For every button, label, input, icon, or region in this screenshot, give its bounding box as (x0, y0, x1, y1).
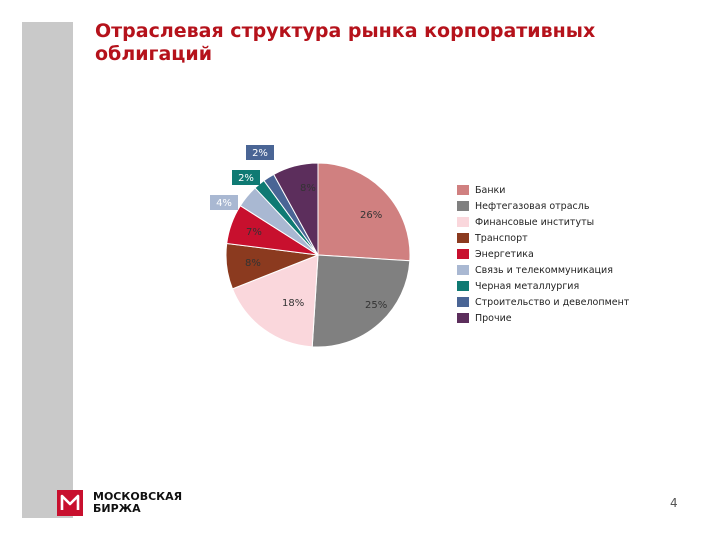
legend-label-7: Черная металлургия (475, 280, 580, 292)
legend-label-2: Нефтегазовая отрасль (475, 200, 590, 212)
pie-slices (225, 162, 411, 348)
legend-swatch-9 (457, 313, 469, 323)
moex-logo-icon (57, 490, 83, 516)
legend-item-2: Нефтегазовая отрасль (457, 198, 707, 214)
pie-label-6: 4% (216, 198, 232, 209)
pie-label-4: 8% (245, 258, 261, 269)
logo-line-2: БИРЖА (93, 502, 141, 515)
pie-labels: 26% 25% 18% 8% 7% 4% 2% 2% 8% (210, 145, 387, 311)
moex-logo-text: МОСКОВСКАЯ БИРЖА (93, 491, 182, 515)
logo-line-1: МОСКОВСКАЯ (93, 490, 183, 503)
legend-swatch-8 (457, 297, 469, 307)
legend-label-1: Банки (475, 184, 506, 196)
pie-label-1: 26% (360, 210, 382, 221)
slide-title: Отраслевая структура рынка корпоративных… (95, 20, 596, 65)
legend-item-3: Финансовые институты (457, 214, 707, 230)
legend-label-9: Прочие (475, 312, 512, 324)
legend-item-1: Банки (457, 182, 707, 198)
pie-label-box-6 (210, 195, 238, 210)
pie-slice-3 (231, 254, 319, 348)
legend-item-8: Строительство и девелопмент (457, 294, 707, 310)
pie-label-9: 8% (300, 183, 316, 194)
pie-label-3: 18% (282, 298, 304, 309)
legend-item-9: Прочие (457, 310, 707, 326)
legend-swatch-6 (457, 265, 469, 275)
legend-item-4: Транспорт (457, 230, 707, 246)
pie-slice-9 (273, 162, 319, 256)
pie-slice-2 (311, 254, 411, 348)
legend-swatch-3 (457, 217, 469, 227)
legend-swatch-2 (457, 201, 469, 211)
legend-label-4: Транспорт (475, 232, 528, 244)
legend-item-6: Связь и телекоммуникация (457, 262, 707, 278)
pie-label-box-8 (246, 145, 274, 160)
legend-item-7: Черная металлургия (457, 278, 707, 294)
pie-label-7: 2% (238, 173, 254, 184)
left-gray-bar (22, 22, 73, 518)
pie-slice-1 (317, 162, 411, 262)
page-number: 4 (670, 496, 678, 510)
legend-swatch-1 (457, 185, 469, 195)
legend-label-6: Связь и телекоммуникация (475, 264, 613, 276)
legend-label-3: Финансовые институты (475, 216, 595, 228)
legend-swatch-7 (457, 281, 469, 291)
legend-item-5: Энергетика (457, 246, 707, 262)
legend-swatch-4 (457, 233, 469, 243)
moex-logo: МОСКОВСКАЯ БИРЖА (57, 490, 182, 516)
pie-label-8: 2% (252, 148, 268, 159)
pie-label-box-7 (232, 170, 260, 185)
chart-legend: Банки Нефтегазовая отрасль Финансовые инст… (457, 182, 707, 326)
pie-label-5: 7% (246, 227, 262, 238)
legend-swatch-5 (457, 249, 469, 259)
pie-label-2: 25% (365, 300, 387, 311)
legend-label-5: Энергетика (475, 248, 534, 260)
legend-label-8: Строительство и девелопмент (475, 296, 630, 308)
